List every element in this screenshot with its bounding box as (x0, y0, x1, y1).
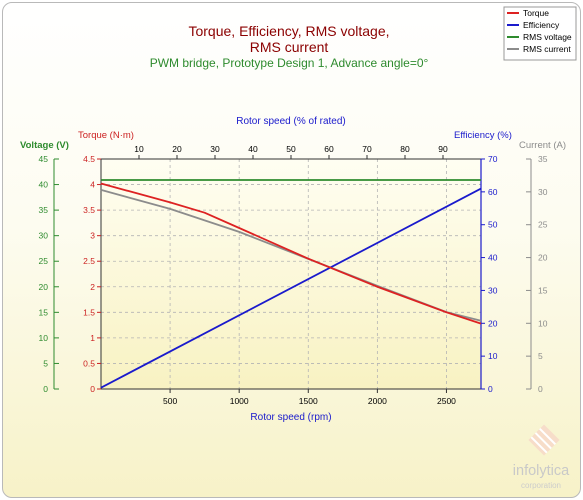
voltage-tick-label: 0 (43, 384, 48, 394)
torque-tick-label: 1.5 (83, 307, 95, 317)
current-tick-label: 25 (538, 220, 548, 230)
x-top-tick-label: 50 (286, 144, 296, 154)
x-tick-label: 2000 (368, 396, 387, 406)
infolytica-logo: infolytica corporation (513, 424, 570, 490)
legend-label-efficiency: Efficiency (523, 20, 560, 30)
x-tick-label: 500 (163, 396, 177, 406)
x-axis-title: Rotor speed (rpm) (250, 412, 331, 423)
torque-axis-title: Torque (N·m) (78, 130, 134, 141)
efficiency-tick-label: 20 (488, 318, 498, 328)
torque-tick-label: 3 (90, 231, 95, 241)
torque-tick-label: 0.5 (83, 358, 95, 368)
torque-tick-label: 3.5 (83, 205, 95, 215)
current-tick-label: 20 (538, 253, 548, 263)
voltage-axis-title: Voltage (V) (20, 140, 69, 151)
voltage-tick-label: 5 (43, 358, 48, 368)
current-tick-label: 5 (538, 351, 543, 361)
voltage-tick-label: 30 (39, 231, 49, 241)
chart-title: Torque, Efficiency, RMS voltage, (188, 23, 389, 39)
series-line-efficiency (100, 187, 482, 389)
efficiency-tick-label: 70 (488, 154, 498, 164)
efficiency-tick-label: 30 (488, 285, 498, 295)
torque-tick-label: 0 (90, 384, 95, 394)
logo-mark-icon (528, 424, 560, 456)
legend-label-torque: Torque (523, 8, 549, 18)
torque-tick-label: 2 (90, 282, 95, 292)
logo-tagline: corporation (521, 481, 561, 490)
efficiency-tick-label: 50 (488, 220, 498, 230)
x-top-tick-label: 30 (210, 144, 220, 154)
series-line-torque (100, 182, 482, 325)
x-top-tick-label: 90 (438, 144, 448, 154)
current-tick-label: 30 (538, 187, 548, 197)
voltage-tick-label: 25 (39, 256, 49, 266)
voltage-tick-label: 15 (39, 307, 49, 317)
plot-area (101, 159, 481, 389)
x-top-tick-label: 80 (400, 144, 410, 154)
efficiency-tick-label: 10 (488, 351, 498, 361)
efficiency-tick-label: 40 (488, 253, 498, 263)
legend-label-current: RMS current (523, 44, 571, 54)
torque-tick-label: 4.5 (83, 154, 95, 164)
logo-wordmark: infolytica (513, 463, 570, 479)
current-tick-label: 15 (538, 285, 548, 295)
chart-title-line2: RMS current (250, 39, 329, 55)
current-tick-label: 0 (538, 384, 543, 394)
x-tick-label: 1000 (230, 396, 249, 406)
torque-tick-label: 1 (90, 333, 95, 343)
torque-tick-label: 4 (90, 180, 95, 190)
torque-tick-label: 2.5 (83, 256, 95, 266)
chart: Torque, Efficiency, RMS voltage, RMS cur… (20, 6, 577, 490)
x-tick-label: 1500 (299, 396, 318, 406)
current-tick-label: 35 (538, 154, 548, 164)
x-top-tick-label: 60 (324, 144, 334, 154)
voltage-tick-label: 10 (39, 333, 49, 343)
legend: Torque Efficiency RMS voltage RMS curren… (503, 6, 577, 61)
x-top-tick-label: 20 (172, 144, 182, 154)
chart-subtitle: PWM bridge, Prototype Design 1, Advance … (150, 56, 429, 70)
current-tick-label: 10 (538, 318, 548, 328)
x-top-tick-label: 10 (134, 144, 144, 154)
x-top-axis-title: Rotor speed (% of rated) (236, 116, 346, 127)
voltage-tick-label: 20 (39, 282, 49, 292)
x-top-tick-label: 40 (248, 144, 258, 154)
voltage-tick-label: 45 (39, 154, 49, 164)
x-tick-label: 2500 (437, 396, 456, 406)
efficiency-tick-label: 0 (488, 384, 493, 394)
efficiency-axis-title: Efficiency (%) (454, 130, 512, 141)
voltage-tick-label: 35 (39, 205, 49, 215)
efficiency-tick-label: 60 (488, 187, 498, 197)
legend-label-voltage: RMS voltage (523, 32, 572, 42)
x-top-tick-label: 70 (362, 144, 372, 154)
voltage-tick-label: 40 (39, 180, 49, 190)
current-axis-title: Current (A) (519, 140, 566, 151)
